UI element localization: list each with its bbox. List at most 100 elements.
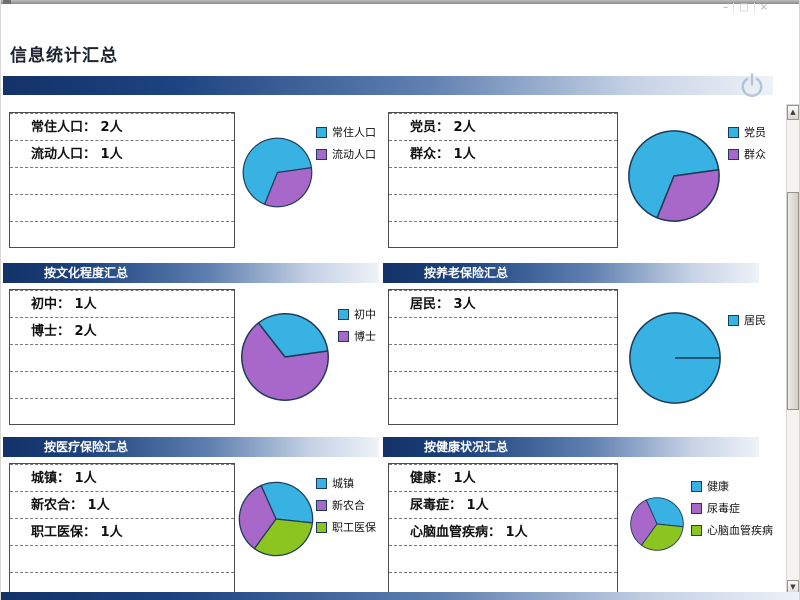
list-row xyxy=(389,194,617,221)
legend-item: 职工医保 xyxy=(316,519,376,535)
legend-item: 尿毒症 xyxy=(691,500,773,516)
pie-chart-health xyxy=(630,497,684,551)
list-row xyxy=(389,398,617,424)
pie-chart-education xyxy=(241,313,329,401)
list-row: 初中： 1人 xyxy=(10,290,234,317)
list-row: 群众： 1人 xyxy=(389,140,617,167)
pie-slice xyxy=(238,484,277,550)
legend-swatch xyxy=(316,126,327,138)
pie-chart-pension xyxy=(629,312,721,404)
page-title: 信息统计汇总 xyxy=(10,46,118,66)
pie-chart-population xyxy=(242,137,313,208)
list-row xyxy=(10,371,234,398)
stat-list-party: 党员： 2人 群众： 1人 xyxy=(388,112,618,248)
legend-label: 心脑血管疾病 xyxy=(707,524,773,537)
legend-label: 群众 xyxy=(744,148,766,161)
list-row: 流动人口： 1人 xyxy=(10,140,234,167)
legend-item: 心脑血管疾病 xyxy=(691,522,773,538)
pie-slice xyxy=(656,168,720,222)
list-row xyxy=(10,167,234,194)
legend-swatch xyxy=(316,477,327,489)
legend-label: 尿毒症 xyxy=(707,502,740,515)
vertical-scrollbar[interactable]: ▲ ▼ xyxy=(786,104,799,596)
legend-swatch xyxy=(691,480,702,492)
list-row xyxy=(389,545,617,572)
list-row xyxy=(10,194,234,221)
window-controls: – □ × xyxy=(718,2,773,14)
legend-label: 城镇 xyxy=(332,477,354,490)
close-button[interactable]: × xyxy=(759,2,768,13)
list-row xyxy=(10,398,234,424)
legend-item: 城镇 xyxy=(316,475,376,491)
stat-list-medical: 城镇： 1人 新农合： 1人 职工医保： 1人 xyxy=(9,463,235,592)
pie-slice xyxy=(641,523,684,551)
legend-label: 博士 xyxy=(354,330,376,343)
section-header-education: 按文化程度汇总 xyxy=(3,263,379,283)
legend-swatch xyxy=(728,148,739,160)
list-row: 常住人口： 2人 xyxy=(10,113,234,140)
list-row xyxy=(389,317,617,344)
legend-item: 新农合 xyxy=(316,497,376,513)
power-icon[interactable] xyxy=(738,72,766,99)
list-row: 博士： 2人 xyxy=(10,317,234,344)
legend-pension: 居民 xyxy=(728,312,766,334)
legend-item: 党员 xyxy=(728,124,766,140)
pie-slice xyxy=(242,137,313,205)
pie-slice xyxy=(260,481,314,524)
legend-swatch xyxy=(338,330,349,342)
list-row xyxy=(389,371,617,398)
window-icon xyxy=(3,0,11,4)
pie-slice xyxy=(645,497,684,528)
legend-item: 初中 xyxy=(338,306,376,322)
list-row xyxy=(10,572,234,592)
list-row: 党员： 2人 xyxy=(389,113,617,140)
legend-swatch xyxy=(338,308,349,320)
legend-label: 居民 xyxy=(744,314,766,327)
legend-swatch xyxy=(728,314,739,326)
list-row xyxy=(10,344,234,371)
footer-bar xyxy=(1,592,799,600)
legend-label: 常住人口 xyxy=(332,126,376,139)
legend-swatch xyxy=(691,502,702,514)
pie-slice xyxy=(241,322,329,401)
section-header-health: 按健康状况汇总 xyxy=(383,437,759,457)
list-row xyxy=(389,572,617,592)
legend-swatch xyxy=(691,524,702,536)
legend-label: 党员 xyxy=(744,126,766,139)
scrollbar-thumb[interactable] xyxy=(787,192,799,410)
section-header-pension: 按养老保险汇总 xyxy=(383,263,759,283)
section-header-medical: 按医疗保险汇总 xyxy=(3,437,379,457)
stat-list-pension: 居民： 3人 xyxy=(388,289,618,425)
control-divider xyxy=(753,3,755,13)
pie-slice xyxy=(628,130,720,219)
legend-label: 初中 xyxy=(354,308,376,321)
minimize-button[interactable]: – xyxy=(723,2,729,13)
list-row xyxy=(10,545,234,572)
window-titlebar[interactable] xyxy=(1,0,799,4)
list-row: 心脑血管疾病： 1人 xyxy=(389,518,617,545)
stat-list-health: 健康： 1人 尿毒症： 1人 心脑血管疾病： 1人 xyxy=(388,463,618,592)
list-row xyxy=(389,344,617,371)
list-row: 职工医保： 1人 xyxy=(10,518,234,545)
list-row xyxy=(389,167,617,194)
pie-slice xyxy=(264,167,313,208)
maximize-button[interactable]: □ xyxy=(739,2,749,13)
pie-slice xyxy=(257,313,329,358)
list-row: 居民： 3人 xyxy=(389,290,617,317)
legend-item: 流动人口 xyxy=(316,146,376,162)
legend-item: 博士 xyxy=(338,328,376,344)
legend-label: 流动人口 xyxy=(332,148,376,161)
legend-education: 初中 博士 xyxy=(338,306,376,350)
list-row xyxy=(10,221,234,247)
list-row: 城镇： 1人 xyxy=(10,464,234,491)
stat-list-education: 初中： 1人 博士： 2人 xyxy=(9,289,235,425)
legend-label: 新农合 xyxy=(332,499,365,512)
scroll-up-button[interactable]: ▲ xyxy=(787,105,799,120)
pie-chart-party xyxy=(628,130,720,222)
stat-list-population: 常住人口： 2人 流动人口： 1人 xyxy=(9,112,235,248)
pie-chart-medical xyxy=(238,481,314,557)
legend-health: 健康 尿毒症 心脑血管疾病 xyxy=(691,478,773,544)
pie-slice xyxy=(630,499,658,546)
legend-item: 常住人口 xyxy=(316,124,376,140)
